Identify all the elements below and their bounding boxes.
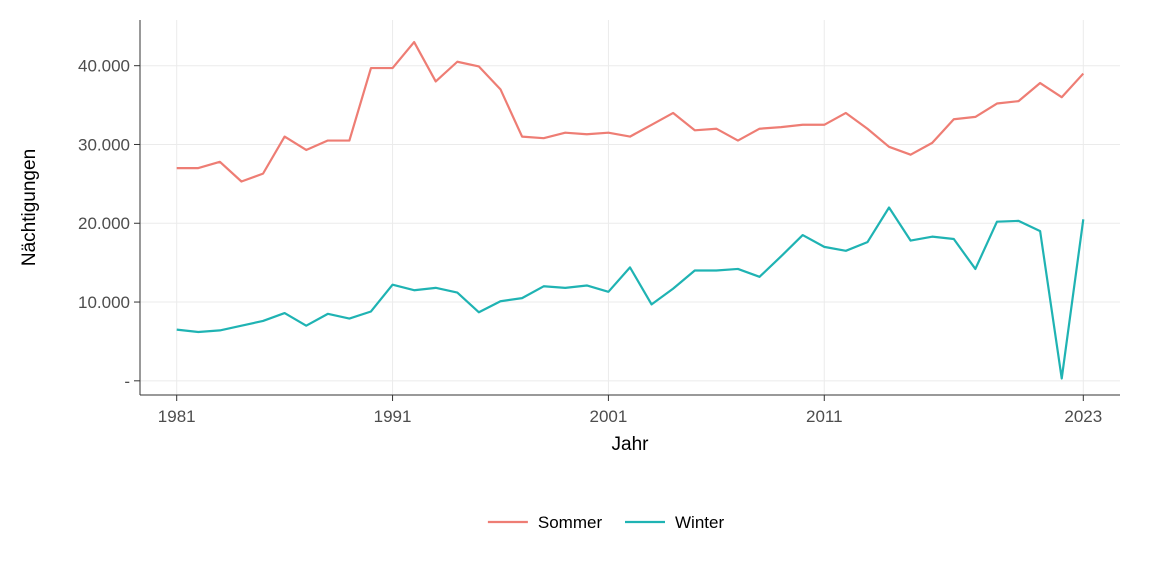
legend-label: Winter — [675, 513, 724, 532]
plot-panel — [140, 20, 1120, 395]
y-tick-label: - — [124, 372, 130, 391]
y-tick-label: 10.000 — [78, 293, 130, 312]
legend-label: Sommer — [538, 513, 603, 532]
chart-svg: 1981 1991 2001 2011 2023 - 10.000 20.000 30.000 4… — [0, 0, 1152, 576]
y-tick-label: 20.000 — [78, 214, 130, 233]
line-chart: 1981 1991 2001 2011 2023 - 10.000 20.000 30.000 4… — [0, 0, 1152, 576]
x-tick-label: 2001 — [590, 407, 628, 426]
x-axis-title: Jahr — [612, 434, 650, 455]
x-tick-label: 1981 — [158, 407, 196, 426]
y-axis-title: Nächtigungen — [19, 149, 40, 266]
y-tick-label: 30.000 — [78, 135, 130, 154]
y-tick-label: 40.000 — [78, 57, 130, 76]
x-tick-label: 2023 — [1064, 407, 1102, 426]
x-tick-label: 1991 — [374, 407, 412, 426]
x-tick-label: 2011 — [806, 407, 843, 426]
